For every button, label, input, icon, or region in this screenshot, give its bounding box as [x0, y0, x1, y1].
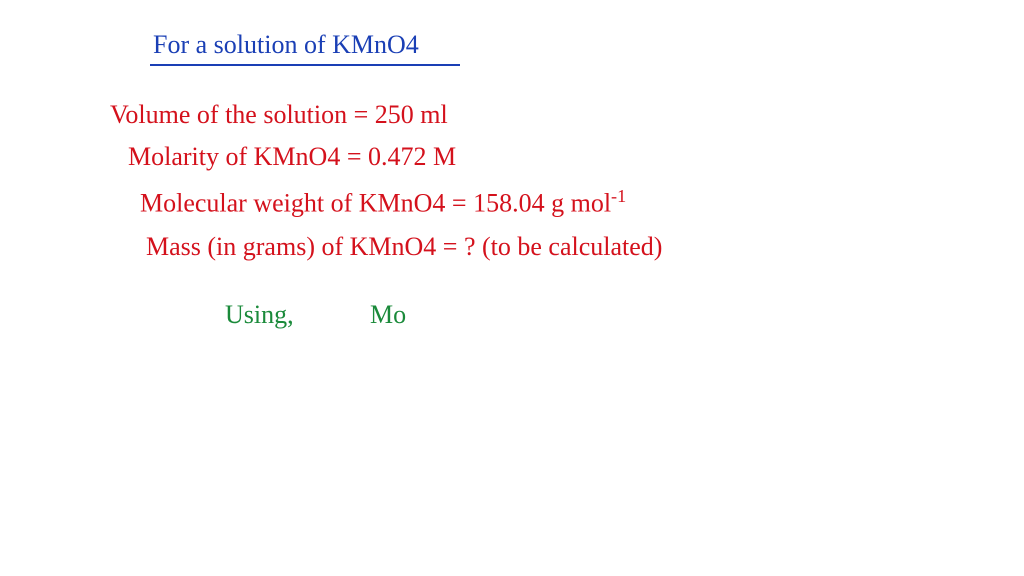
given-line-molweight: Molecular weight of KMnO4 = 158.04 g mol…	[140, 186, 626, 219]
given-line-mass: Mass (in grams) of KMnO4 = ? (to be calc…	[146, 232, 662, 262]
closing-mo: Mo	[370, 300, 406, 330]
given-line-molarity: Molarity of KMnO4 = 0.472 M	[128, 142, 456, 172]
title-text: For a solution of KMnO4	[153, 30, 419, 60]
given-line-volume: Volume of the solution = 250 ml	[110, 100, 448, 130]
title-underline	[150, 64, 460, 66]
handwritten-page: For a solution of KMnO4 Volume of the so…	[0, 0, 1024, 576]
closing-using: Using,	[225, 300, 294, 330]
